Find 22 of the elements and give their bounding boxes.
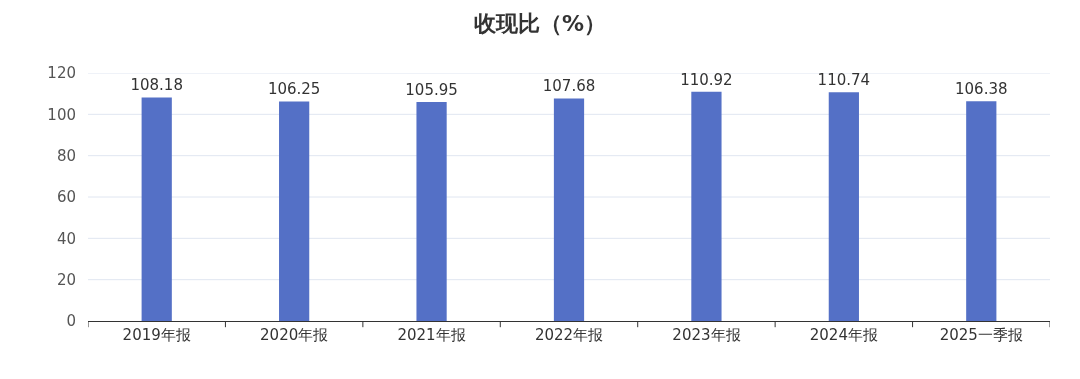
- x-tick-label: 2020年报: [260, 326, 329, 344]
- x-tick-label: 2019年报: [122, 326, 191, 344]
- x-tick-label: 2022年报: [534, 326, 604, 344]
- x-tick-label: 2021年报: [397, 326, 466, 344]
- data-label: 108.18: [130, 76, 183, 95]
- data-label: 106.38: [955, 80, 1008, 99]
- data-label: 106.25: [267, 80, 321, 99]
- data-label: 110.74: [817, 71, 871, 90]
- chart-title: 收现比（%）: [473, 10, 607, 36]
- y-tick-label: 60: [56, 188, 76, 207]
- y-tick-label: 80: [56, 146, 76, 165]
- x-tick-label: 2023年报: [672, 326, 741, 344]
- data-label: 110.92: [680, 70, 733, 89]
- y-tick-label: 20: [56, 270, 76, 289]
- y-tick-label: 0: [66, 312, 76, 331]
- data-label: 105.95: [405, 81, 458, 100]
- y-tick-label: 120: [47, 64, 76, 83]
- data-label: 107.68: [542, 77, 596, 96]
- x-tick-label: 2024年报: [809, 326, 878, 344]
- y-tick-label: 100: [47, 105, 76, 124]
- x-tick-label: 2025一季报: [939, 326, 1023, 344]
- y-tick-label: 40: [56, 229, 76, 248]
